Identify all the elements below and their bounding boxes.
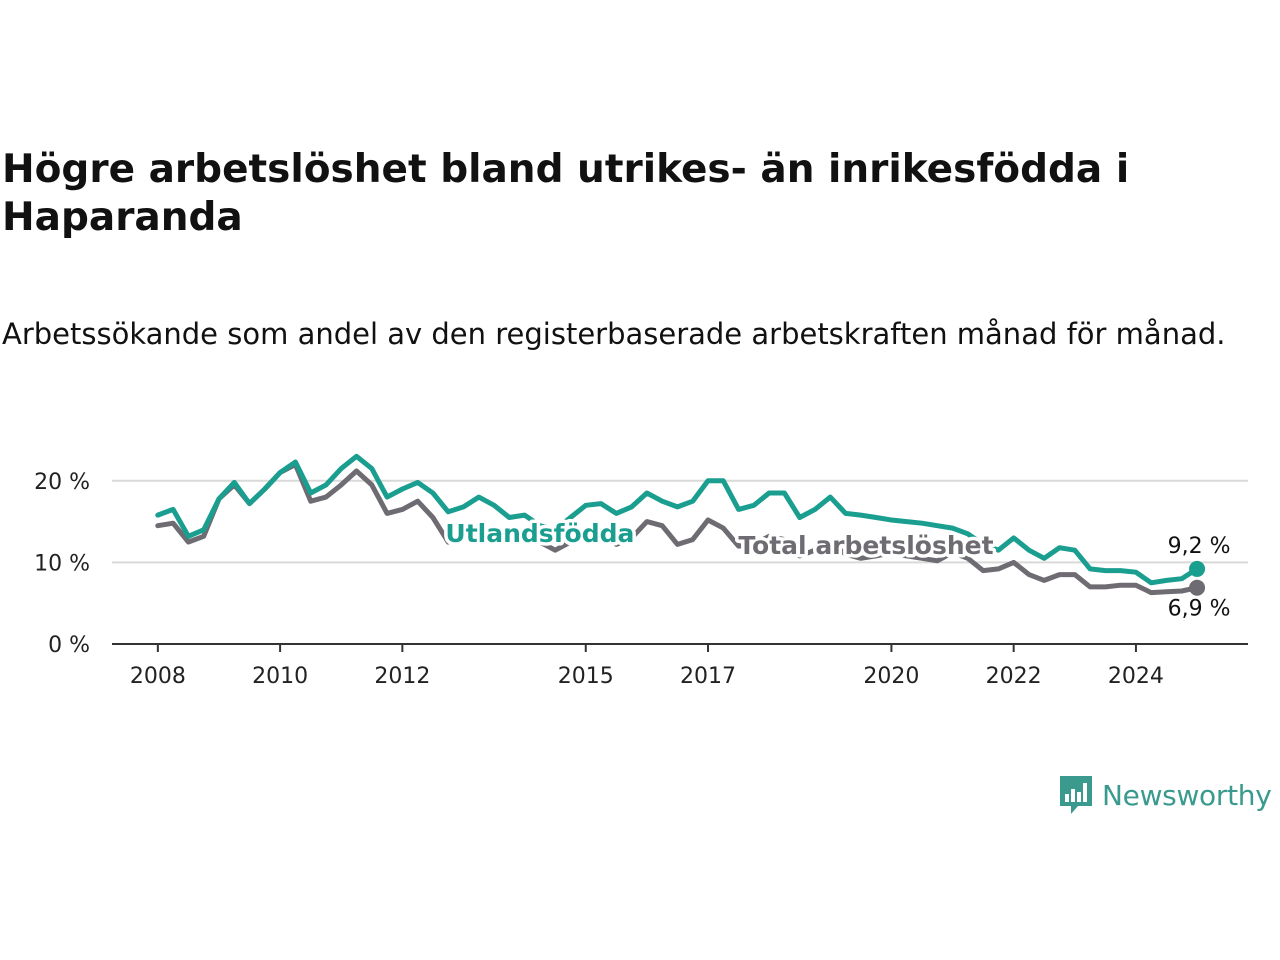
chart-title: Högre arbetslöshet bland utrikes- än inr… — [2, 147, 1130, 240]
y-tick-label: 10 % — [34, 551, 90, 576]
y-tick-label: 0 % — [48, 633, 90, 658]
y-axis: 0 % 10 % 20 % — [34, 470, 90, 658]
series-lines — [155, 453, 1200, 596]
series-name-label: Total arbetslöshet — [738, 531, 993, 560]
end-point-marker — [1189, 560, 1206, 577]
x-tick-label: 2010 — [252, 664, 308, 689]
end-value-label: 9,2 % — [1168, 534, 1231, 559]
x-tick-label: 2022 — [986, 664, 1042, 689]
series-name-label: Utlandsfödda — [445, 519, 634, 548]
end-value-label: 6,9 % — [1168, 597, 1231, 622]
x-tick-label: 2008 — [130, 664, 186, 689]
x-axis: 2008 2010 2012 2015 2017 2020 2022 2024 — [112, 643, 1248, 689]
x-tick-label: 2017 — [680, 664, 736, 689]
chart-subtitle: Arbetssökande som andel av den registerb… — [2, 317, 1226, 351]
end-points: 9,2 % 6,9 % — [1168, 534, 1231, 622]
series-line — [155, 453, 1200, 586]
x-tick-label: 2024 — [1108, 664, 1164, 689]
end-point-marker — [1189, 579, 1206, 596]
brand-logo: Newsworthy — [1058, 772, 1272, 818]
y-tick-label: 20 % — [34, 470, 90, 495]
x-tick-label: 2020 — [863, 664, 919, 689]
line-chart: 0 % 10 % 20 % 2008 2010 2012 2015 2017 2020 2022… — [34, 453, 1248, 689]
series-line — [155, 462, 1200, 596]
brand-name: Newsworthy — [1102, 778, 1272, 812]
series-labels: Utlandsfödda Total arbetslöshet — [442, 516, 997, 564]
x-tick-label: 2012 — [374, 664, 430, 689]
x-tick-label: 2015 — [558, 664, 614, 689]
newsworthy-logo-icon — [1060, 776, 1092, 814]
